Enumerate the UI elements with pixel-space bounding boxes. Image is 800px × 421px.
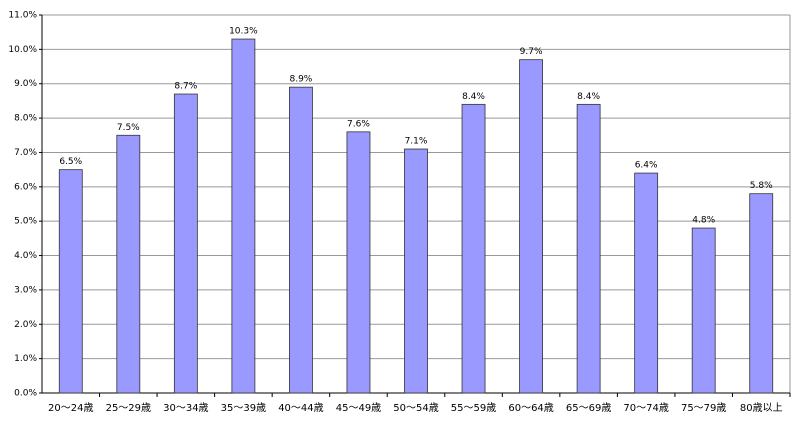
value-label: 5.8%: [750, 181, 773, 191]
x-tick-label: 40～44歳: [278, 402, 323, 414]
y-tick-label: 1.0%: [14, 354, 37, 364]
value-label: 9.7%: [520, 47, 543, 57]
bar: [346, 131, 371, 394]
value-label: 8.9%: [289, 75, 312, 85]
value-label: 8.7%: [174, 82, 197, 92]
bar: [576, 103, 601, 394]
x-tick-label: 60～64歳: [508, 402, 553, 414]
value-label: 6.4%: [635, 161, 658, 171]
bar: [461, 103, 486, 394]
x-tick-label: 55～59歳: [451, 402, 496, 414]
value-label: 8.4%: [462, 92, 485, 102]
bar: [749, 193, 774, 394]
value-label: 7.5%: [117, 123, 140, 133]
x-tick-label: 45～49歳: [336, 402, 381, 414]
y-tick-label: 2.0%: [14, 320, 37, 330]
y-tick-label: 6.0%: [14, 182, 37, 192]
bar: [519, 59, 543, 394]
x-tick-label: 75～79歳: [681, 402, 726, 414]
value-label: 7.1%: [405, 137, 428, 147]
value-label: 6.5%: [59, 157, 82, 167]
x-tick-label: 65～69歳: [566, 402, 611, 414]
y-tick-label: 3.0%: [14, 285, 37, 295]
value-label: 10.3%: [229, 27, 258, 37]
value-label: 7.6%: [347, 119, 370, 129]
x-tick-label: 20～24歳: [48, 402, 93, 414]
bar: [404, 148, 428, 394]
value-label: 4.8%: [692, 216, 715, 226]
y-tick-label: 10.0%: [8, 45, 37, 55]
bar: [231, 38, 256, 394]
x-tick-label: 50～54歳: [393, 402, 438, 414]
value-label: 8.4%: [577, 92, 600, 102]
y-tick-label: 11.0%: [8, 11, 37, 21]
bar: [116, 134, 141, 394]
bar: [634, 172, 659, 394]
x-tick-label: 30～34歳: [163, 402, 208, 414]
y-tick-label: 8.0%: [14, 114, 37, 124]
x-tick-label: 25～29歳: [106, 402, 151, 414]
y-tick-label: 9.0%: [14, 79, 37, 89]
x-tick-label: 80歳以上: [740, 402, 783, 414]
y-tick-label: 5.0%: [14, 217, 37, 227]
bar: [58, 169, 83, 394]
bar: [691, 227, 716, 394]
y-tick-label: 7.0%: [14, 148, 37, 158]
bar: [289, 86, 313, 394]
y-tick-label: 0.0%: [14, 389, 37, 399]
x-tick-label: 35～39歳: [221, 402, 266, 414]
x-tick-label: 70～74歳: [623, 402, 668, 414]
bar: [173, 93, 198, 394]
y-tick-label: 4.0%: [14, 251, 37, 261]
